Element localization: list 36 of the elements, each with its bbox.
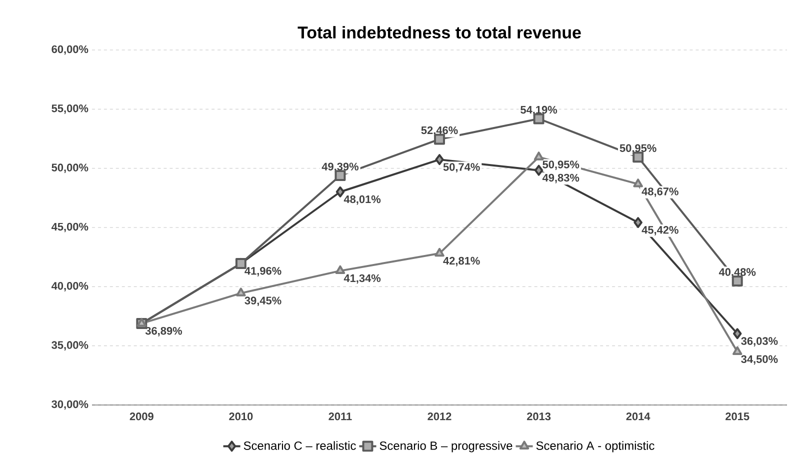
data-label: 45,42% <box>642 226 678 236</box>
x-tick-label: 2009 <box>130 412 154 420</box>
data-label: 48,67% <box>642 187 678 197</box>
data-label: 39,45% <box>244 296 282 306</box>
y-tick-label: 30,00% <box>52 400 88 410</box>
data-label: 34,50% <box>741 355 778 364</box>
data-label: 42,81% <box>443 256 480 266</box>
data-label: 41,96% <box>244 266 282 276</box>
data-label: 48,01% <box>344 195 381 205</box>
x-tick-label: 2014 <box>626 412 650 420</box>
x-tick-label: 2013 <box>526 412 551 420</box>
data-label: 40,48% <box>718 268 756 278</box>
y-tick-label: 50,00% <box>52 164 88 173</box>
data-label: 50,95% <box>542 160 580 170</box>
y-tick-label: 45,00% <box>51 222 88 232</box>
data-label: 49,39% <box>322 162 359 172</box>
x-tick-label: 2010 <box>229 412 253 420</box>
data-label: 36,89% <box>145 326 182 336</box>
data-label: 52,46% <box>421 126 458 136</box>
y-tick-label: 40,00% <box>51 282 88 292</box>
x-tick-label: 2012 <box>428 412 452 420</box>
data-label: 49,83% <box>542 174 580 184</box>
y-tick-label: 55,00% <box>52 104 88 114</box>
chart-title: Total indebtedness to total revenue <box>298 26 581 38</box>
legend-label: Scenario B – progressive <box>380 441 512 452</box>
data-label: 50,95% <box>620 144 656 154</box>
legend-label: Scenario C – realistic <box>244 441 356 450</box>
data-label: 50,74% <box>443 162 480 172</box>
y-tick-label: 35,00% <box>52 341 88 350</box>
legend-label: Scenario A - optimistic <box>536 441 654 452</box>
y-tick-label: 60,00% <box>52 45 88 55</box>
data-label: 36,03% <box>741 337 778 346</box>
x-tick-label: 2015 <box>726 412 750 420</box>
data-label: 41,34% <box>344 274 381 284</box>
x-tick-label: 2011 <box>328 412 352 420</box>
data-label: 54,19% <box>520 106 558 116</box>
